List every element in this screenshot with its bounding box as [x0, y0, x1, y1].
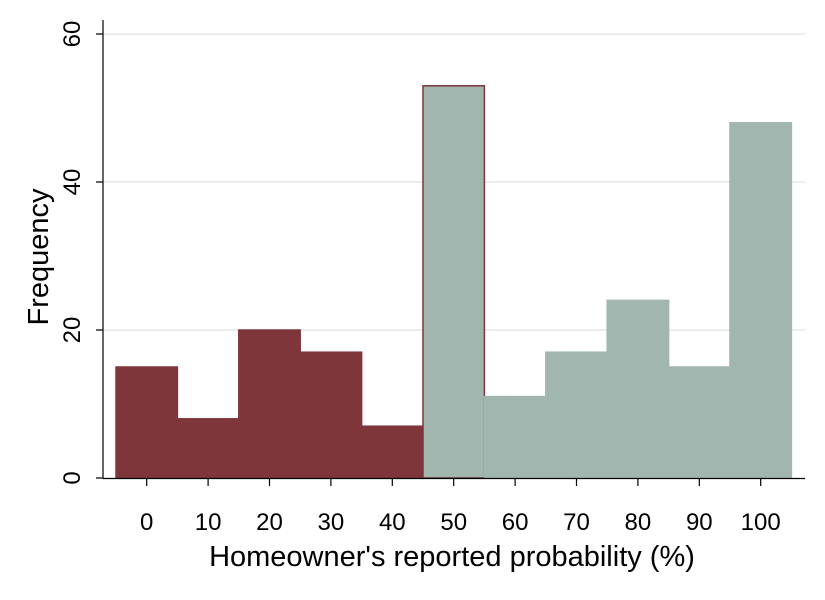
bar-50 — [422, 85, 486, 479]
x-tick-label: 20 — [256, 509, 283, 536]
bar-80 — [606, 299, 670, 479]
bar-20 — [238, 329, 301, 479]
bar-40 — [360, 425, 424, 479]
bar-0 — [115, 366, 179, 479]
bar-60 — [483, 395, 547, 479]
bar-70 — [545, 351, 608, 479]
y-tick-label: 0 — [59, 471, 86, 484]
bars — [115, 85, 793, 479]
bar-90 — [667, 366, 731, 479]
y-tick-label: 40 — [59, 169, 86, 196]
y-tick-label: 20 — [59, 317, 86, 344]
y-axis-title: Frequency — [23, 188, 55, 326]
x-tick-label: 50 — [440, 509, 467, 536]
bar-30 — [299, 351, 363, 479]
x-tick-label: 70 — [563, 509, 590, 536]
x-tick-label: 60 — [502, 509, 529, 536]
x-tick-label: 90 — [686, 509, 713, 536]
ticks: 0 20 40 60 0 10 20 30 40 50 60 70 80 90 100 — [59, 21, 781, 536]
bar-100 — [729, 122, 793, 479]
x-tick-label: 80 — [625, 509, 652, 536]
x-tick-label: 10 — [195, 509, 222, 536]
y-tick-label: 60 — [59, 21, 86, 48]
x-tick-label: 30 — [318, 509, 345, 536]
x-tick-label: 40 — [379, 509, 406, 536]
x-axis-title: Homeowner's reported probability (%) — [209, 541, 695, 573]
bar-10 — [176, 418, 240, 479]
x-tick-label: 0 — [140, 509, 153, 536]
x-tick-label: 100 — [741, 509, 781, 536]
